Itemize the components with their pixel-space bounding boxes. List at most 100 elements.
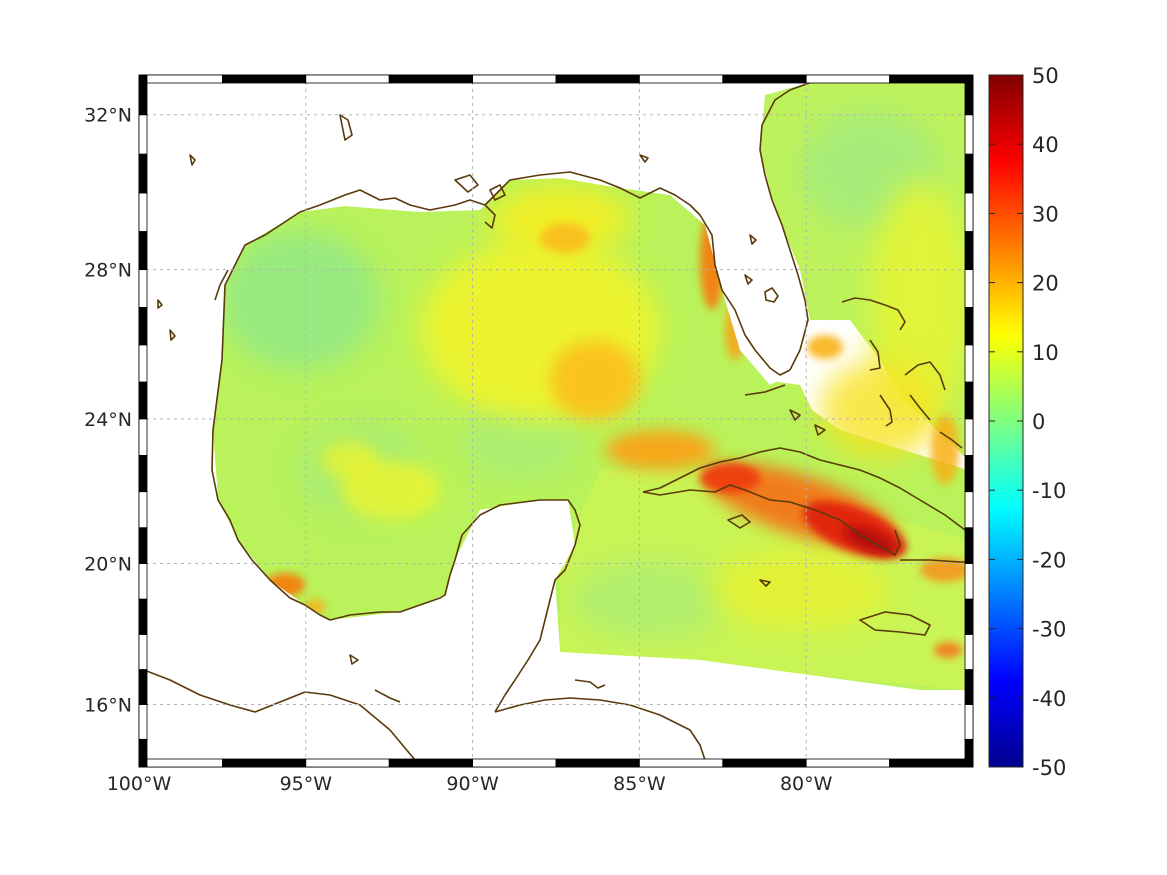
frame-segment-left (138, 231, 148, 271)
frame-segment-top (639, 74, 724, 84)
us-gulf-coast (212, 171, 791, 431)
frame-segment-top (305, 74, 390, 84)
frame-segment-left (138, 307, 148, 346)
frame-segment-right (964, 669, 974, 705)
frame-segment-right (964, 307, 974, 346)
cuba-coast (642, 447, 966, 556)
frame-segment-right (964, 344, 974, 383)
frame-segment-right (964, 192, 974, 232)
colorbar-tick-label: -10 (1032, 479, 1066, 503)
frame-segment-left (138, 738, 148, 768)
frame-segment-top (138, 74, 223, 84)
coastlines (139, 81, 973, 761)
warm-zone-caribbean (710, 550, 890, 630)
frame-segment-bottom (138, 758, 223, 768)
frame-segment-left (138, 381, 148, 420)
frame-segment-left (138, 74, 148, 116)
isla-de-la-juventud (727, 514, 751, 529)
florida-east-coast (759, 81, 813, 371)
frame-segment-left (138, 633, 148, 670)
hotspot-cuba-north (605, 430, 715, 470)
frame-segment-right (964, 738, 974, 768)
frame-segment-right (964, 633, 974, 670)
frame-segment-left (138, 153, 148, 194)
frame-segment-bottom (639, 758, 724, 768)
frame-segment-left (138, 563, 148, 600)
lat-tick-label: 24°N (84, 409, 132, 431)
louisiana-marsh (454, 174, 506, 201)
small-island-10 (744, 234, 757, 285)
warm-zone-north-gulf (490, 185, 630, 255)
frame-segment-bottom (555, 758, 640, 768)
frame-segment-left (138, 192, 148, 232)
frame-segment-right (964, 74, 974, 116)
frame-segment-right (964, 598, 974, 635)
colorbar: 50 40 30 20 10 0 -10 -20 -30 -40 -50 (988, 64, 1066, 780)
frame-segment-left (138, 527, 148, 564)
lon-tick-label: 80°W (780, 773, 833, 795)
small-island-2 (189, 154, 196, 166)
frame-segment-bottom (805, 758, 891, 768)
frame-segment-left (138, 114, 148, 155)
colorbar-tick-label: 40 (1032, 133, 1059, 157)
warm-zone-atlantic-east (870, 180, 970, 420)
frame-segment-left (138, 454, 148, 493)
frame-segment-left (138, 598, 148, 635)
texas-barrier (214, 269, 229, 301)
frame-segment-left (138, 669, 148, 705)
frame-segment-right (964, 153, 974, 194)
frame-segment-right (964, 381, 974, 420)
frame-segment-top (805, 74, 891, 84)
small-island-5 (169, 329, 176, 341)
frame-segment-bottom (305, 758, 390, 768)
lon-tick-label: 95°W (280, 773, 333, 795)
colorbar-tick-label: 30 (1032, 202, 1059, 226)
colorbar-tick-label: -40 (1032, 687, 1066, 711)
colorbar-ticks: 50 40 30 20 10 0 -10 -20 -30 -40 -50 (989, 64, 1066, 780)
small-island-8 (349, 654, 401, 703)
hotspot-jamaica-east (934, 642, 962, 658)
frame-segment-right (964, 527, 974, 564)
jamaica-coast (859, 611, 931, 636)
lon-tick-label: 85°W (613, 773, 666, 795)
frame-segment-top (221, 74, 307, 84)
warm-zone-gulf-south (320, 440, 380, 480)
frame-segment-top (388, 74, 474, 84)
pacific-coast (139, 667, 416, 761)
hotspot-north-gulf (540, 223, 590, 253)
small-island-6 (789, 409, 826, 436)
frame-segment-right (964, 563, 974, 600)
gridlines (139, 75, 973, 767)
colorbar-tick-label: 0 (1032, 410, 1045, 434)
warm-zone-bahamas (820, 360, 940, 460)
frame-segment-right (964, 269, 974, 308)
frame-segment-left (138, 704, 148, 740)
hotspot-cuba-west (700, 463, 760, 493)
map-frame (138, 74, 974, 768)
frame-segment-top (555, 74, 640, 84)
cool-patch-west-gulf (220, 230, 380, 370)
lat-tick-label: 20°N (84, 553, 132, 575)
frame-segment-bottom (722, 758, 807, 768)
small-island-4 (157, 299, 163, 309)
frame-segment-bottom (472, 758, 557, 768)
hotspot-bahamas-west (807, 335, 843, 359)
frame-segment-bottom (221, 758, 307, 768)
lat-tick-label: 28°N (84, 260, 132, 282)
florida-keys (744, 384, 786, 396)
colorbar-tick-label: -50 (1032, 756, 1066, 780)
frame-segment-right (964, 231, 974, 271)
frame-segment-top (722, 74, 807, 84)
central-america-coast (494, 697, 706, 761)
frame-segment-right (964, 704, 974, 740)
lon-tick-label: 100°W (107, 773, 172, 795)
latitude-tick-labels: 32°N 28°N 24°N 20°N 16°N (84, 105, 132, 717)
lake-okeechobee (764, 287, 779, 303)
land-north-america (139, 75, 973, 620)
frame-segment-left (138, 418, 148, 456)
bahamas-islands (841, 297, 963, 449)
frame-segment-right (964, 418, 974, 456)
ocean-data-field (139, 75, 973, 767)
lat-tick-label: 16°N (84, 695, 132, 717)
